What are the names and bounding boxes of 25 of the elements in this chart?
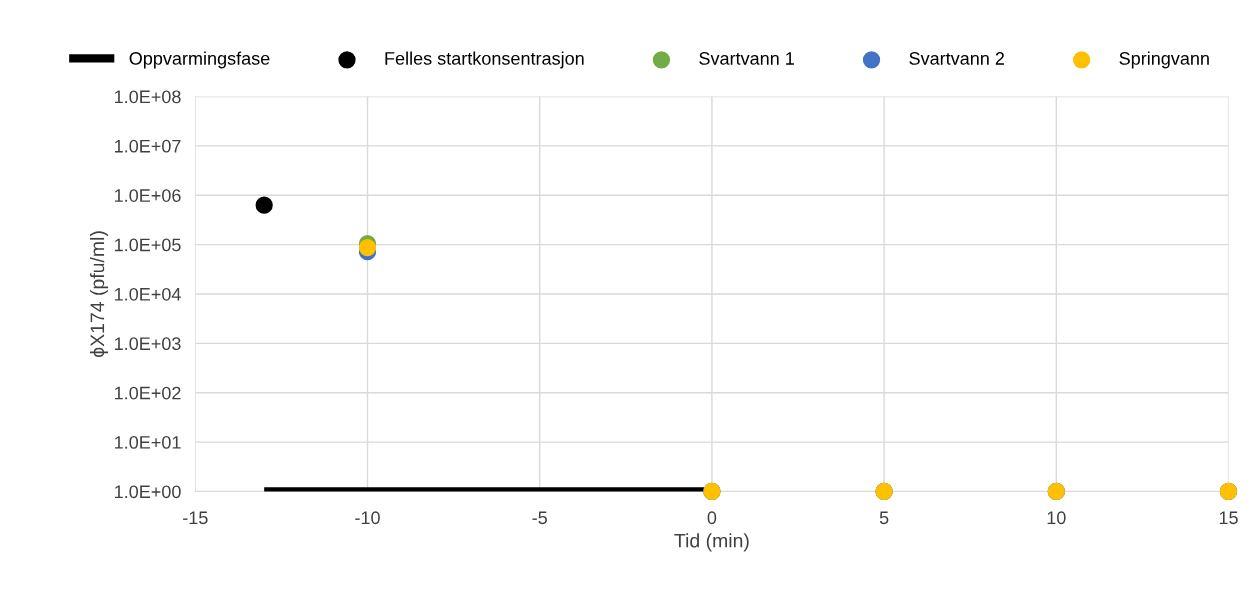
x-tick-label: 15 <box>1219 511 1238 525</box>
x-axis-title: Tid (min) <box>674 533 749 552</box>
x-tick-label: -5 <box>532 511 547 525</box>
x-tick-label: -10 <box>355 511 380 525</box>
y-tick-label: 1.0E+06 <box>115 189 181 202</box>
legend-label: Svartvann 1 <box>699 52 794 65</box>
x-tick-label: 5 <box>879 511 889 525</box>
legend-label: Springvann <box>1119 51 1209 69</box>
point <box>255 196 273 214</box>
y-tick-label: 1.0E+03 <box>115 337 181 351</box>
y-tick-label: 1.0E+02 <box>115 386 181 400</box>
y-tick-label: 1.0E+00 <box>115 485 181 499</box>
legend-label: Felles startkonsentrasjon <box>385 51 584 69</box>
y-tick-label: 1.0E+01 <box>115 436 181 449</box>
y-axis-title: ϕX174 (pfu/ml) <box>89 231 109 357</box>
y-tick-label: 1.0E+08 <box>115 90 181 104</box>
legend-label: Oppvarmingsfase <box>129 51 270 69</box>
legend-label: Svartvann 2 <box>909 52 1004 65</box>
x-tick-label: -15 <box>183 511 208 525</box>
y-tick-label: 1.0E+05 <box>115 238 181 252</box>
y-tick-label: 1.0E+04 <box>115 287 181 301</box>
y-tick-label: 1.0E+07 <box>115 139 181 153</box>
point <box>358 238 377 257</box>
x-tick-label: 10 <box>1047 511 1066 525</box>
x-tick-label: 0 <box>707 511 717 525</box>
